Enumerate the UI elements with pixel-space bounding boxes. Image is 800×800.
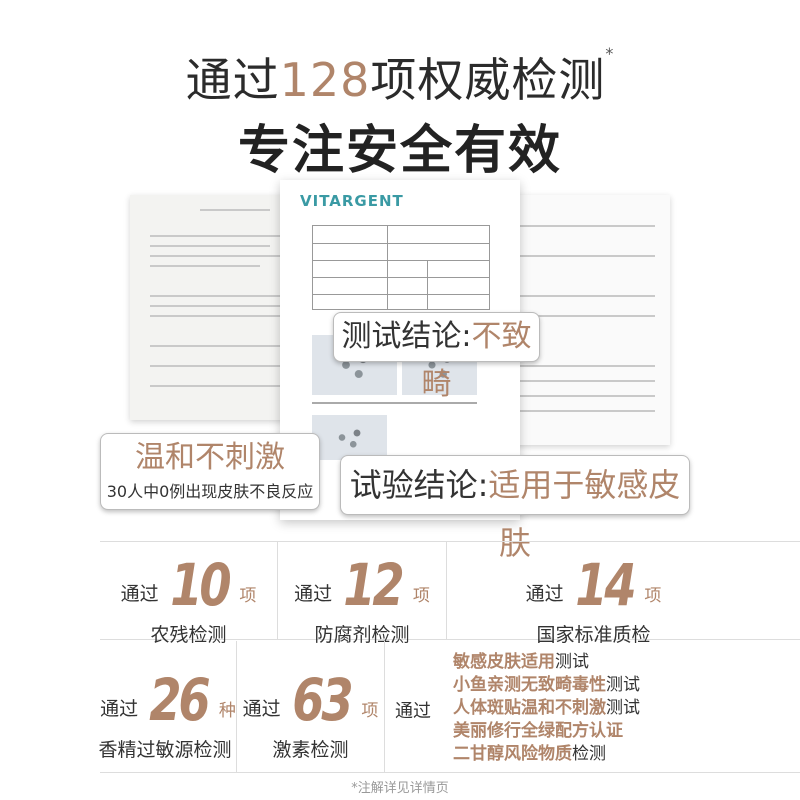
test-item: 美丽修行全绿配方认证 <box>453 721 623 741</box>
test-item: 敏感皮肤适用测试 <box>453 652 589 672</box>
stat-unit: 项 <box>644 586 662 606</box>
subheadline: 专注安全有效 <box>237 121 562 181</box>
callout-mild: 温和不刺激 30人中0例出现皮肤不良反应 <box>100 433 320 510</box>
stat-number: 14 <box>574 551 636 619</box>
stat-fragrance-allergen: 通过 26 种 香精过敏源检测 <box>98 641 237 773</box>
headline: 通过128项权威检测* <box>0 44 800 110</box>
stat-label: 防腐剂检测 <box>314 624 410 646</box>
stat-label: 激素检测 <box>272 739 349 761</box>
stat-test-list <box>385 641 800 773</box>
stat-label: 农残检测 <box>150 624 227 646</box>
stat-preservative: 通过 12 项 防腐剂检测 <box>278 542 447 646</box>
test-item: 人体斑贴温和不刺激测试 <box>453 698 640 718</box>
stat-prefix: 通过 <box>242 698 281 720</box>
result-table <box>312 225 490 310</box>
callout-subtitle: 30人中0例出现皮肤不良反应 <box>106 482 314 501</box>
stat-unit: 项 <box>239 586 257 606</box>
stat-pesticide: 通过 10 项 农残检测 <box>100 542 278 646</box>
report-document-left <box>130 195 305 420</box>
callout-title: 温和不刺激 <box>135 440 285 475</box>
callout-value: 适用于敏感皮肤 <box>488 466 681 562</box>
stat-label: 香精过敏源检测 <box>98 739 232 761</box>
headline-number: 128 <box>279 53 371 107</box>
stat-unit: 项 <box>412 586 430 606</box>
stat-unit: 项 <box>361 701 379 721</box>
stat-number: 10 <box>169 551 231 619</box>
vitargent-logo: VITARGENT <box>300 192 404 210</box>
callout-label: 测试结论: <box>341 319 472 354</box>
headline-asterisk: * <box>605 44 615 63</box>
stat-prefix: 通过 <box>100 698 139 720</box>
stat-prefix: 通过 <box>294 583 333 605</box>
stat-prefix: 通过 <box>525 583 564 605</box>
stat-number: 63 <box>291 666 353 734</box>
test-item: 小鱼亲测无致畸毒性测试 <box>453 675 640 695</box>
test-list-prefix: 通过 <box>395 701 431 722</box>
stat-hormone: 通过 63 项 激素检测 <box>237 641 385 773</box>
stat-number: 26 <box>149 666 210 734</box>
test-item: 二甘醇风险物质检测 <box>453 744 606 764</box>
stat-label: 国家标准质检 <box>536 624 651 646</box>
callout-no-teratogenic: 测试结论:不致畸 <box>333 312 540 402</box>
footnote: *注解详见详情页 <box>351 781 449 796</box>
headline-text: 通过 <box>185 53 280 107</box>
stat-unit: 种 <box>218 701 236 721</box>
stat-national-standard: 通过 14 项 国家标准质检 <box>447 542 800 646</box>
stat-number: 12 <box>343 551 404 619</box>
callout-sensitive-skin: 试验结论:适用于敏感皮肤 <box>340 455 690 562</box>
stat-prefix: 通过 <box>120 583 159 605</box>
callout-label: 试验结论: <box>349 466 489 504</box>
test-list: 敏感皮肤适用测试 小鱼亲测无致畸毒性测试 人体斑贴温和不刺激测试 美丽修行全绿配… <box>453 651 640 766</box>
embryo-photo <box>312 415 387 460</box>
callout-value: 不致畸 <box>421 319 532 402</box>
headline-text-2: 项权威检测 <box>370 53 606 107</box>
